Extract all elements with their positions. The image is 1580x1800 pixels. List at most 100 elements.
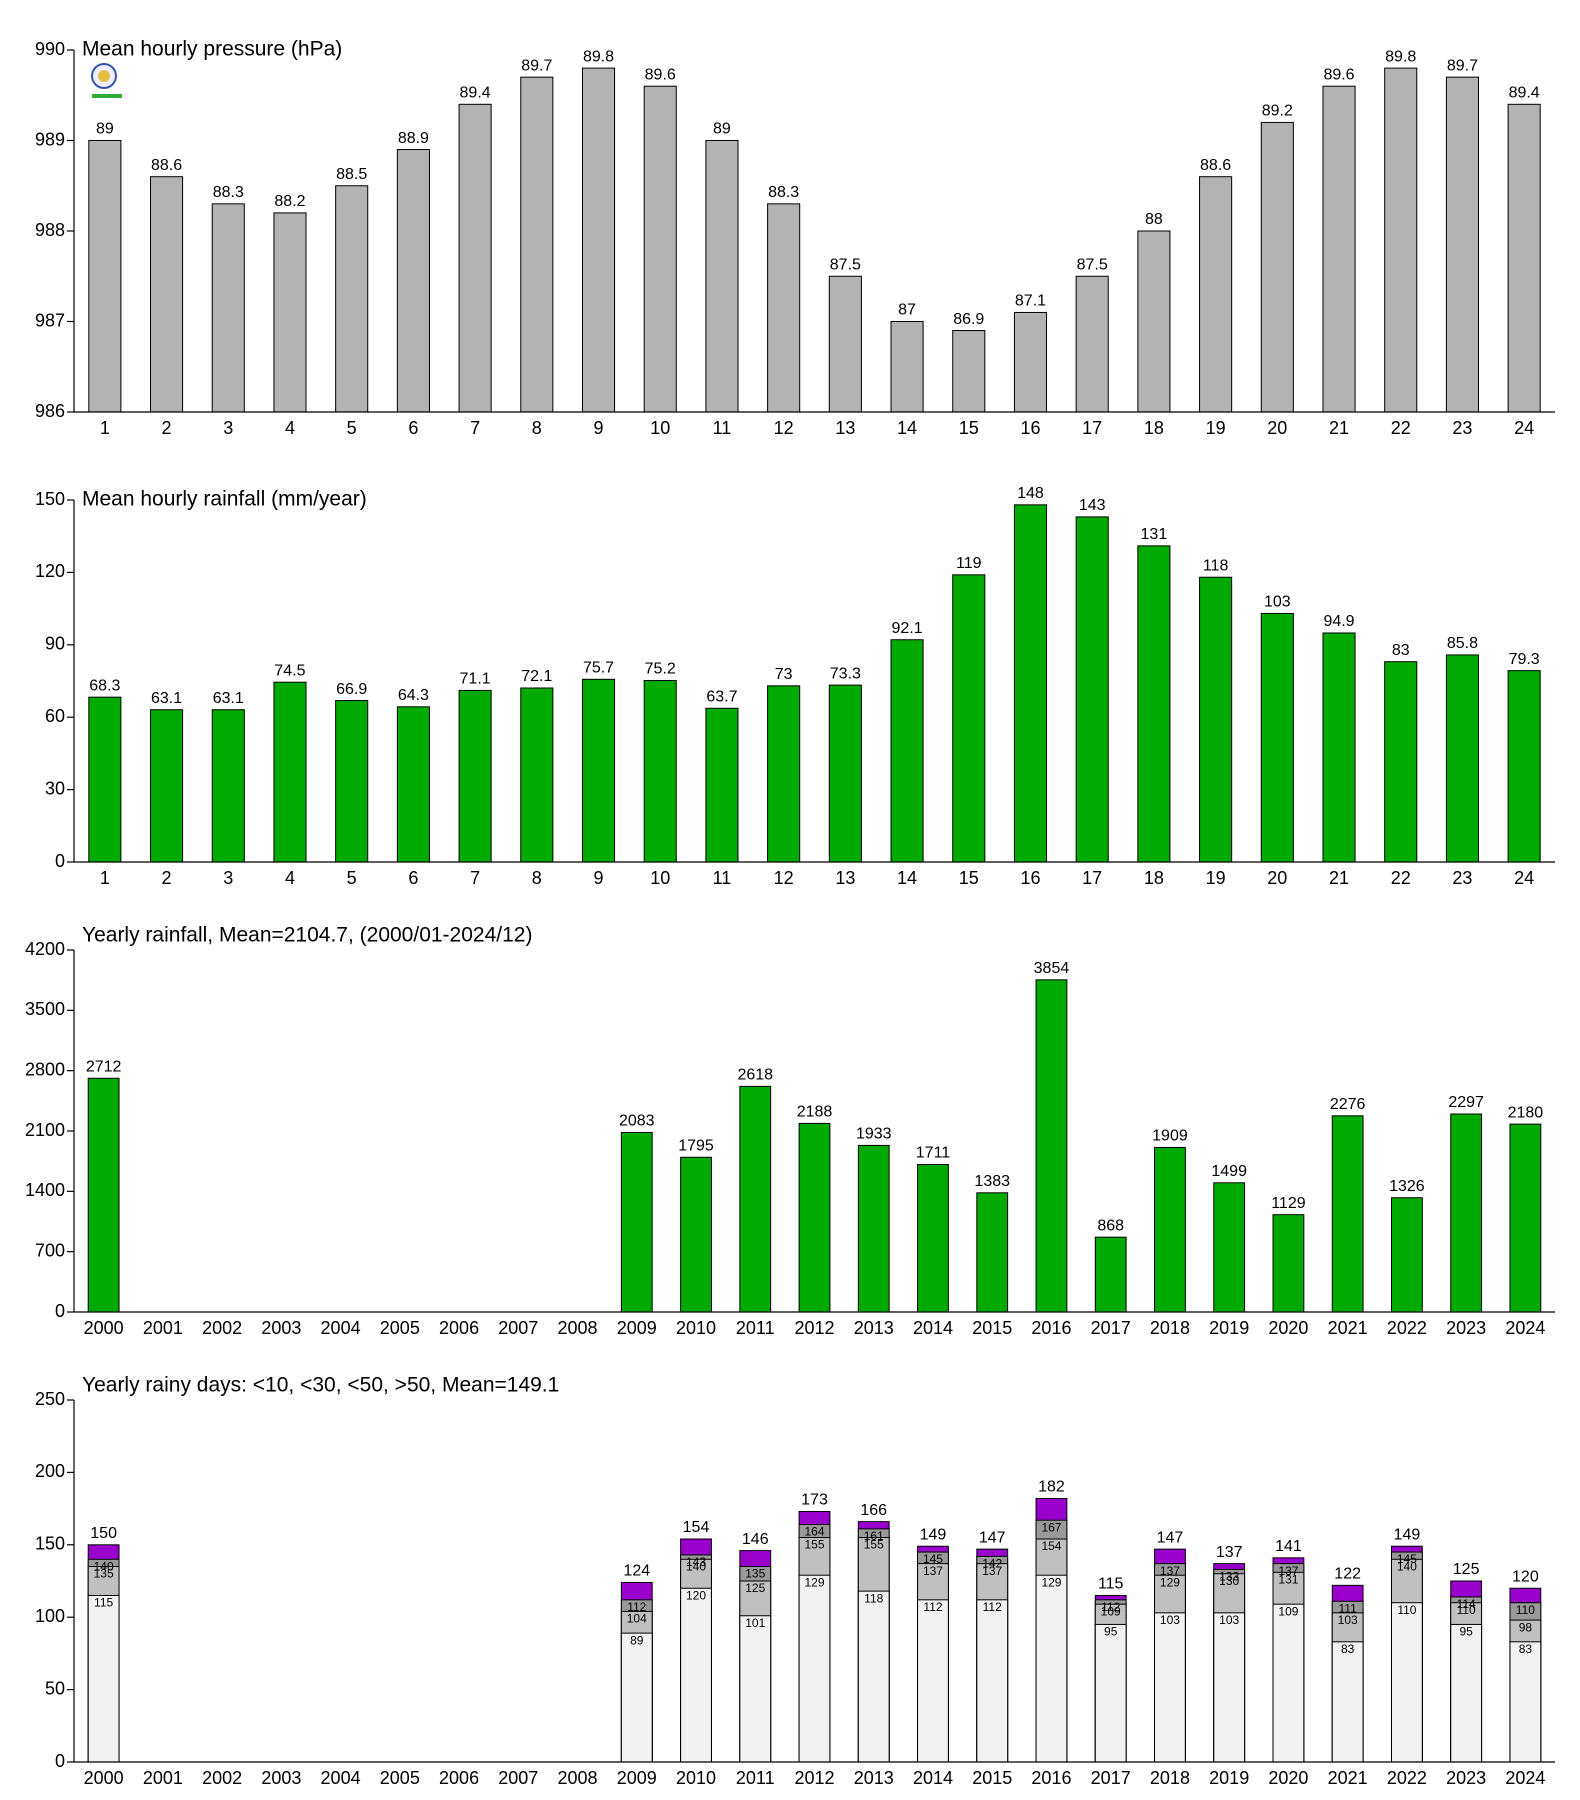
bar bbox=[1035, 979, 1068, 1313]
logo-bar bbox=[92, 94, 122, 98]
bar bbox=[1450, 1623, 1483, 1763]
segment-label: 125 bbox=[745, 1581, 765, 1595]
x-tick-label: 5 bbox=[347, 868, 357, 888]
value-label: 2712 bbox=[86, 1058, 122, 1075]
x-tick-label: 16 bbox=[1020, 418, 1040, 438]
value-label: 68.3 bbox=[89, 677, 120, 694]
value-label: 88 bbox=[1145, 211, 1163, 228]
value-label: 148 bbox=[1017, 485, 1044, 502]
value-label: 87.5 bbox=[1077, 256, 1108, 273]
y-tick-label: 30 bbox=[45, 778, 65, 798]
segment-label: 143 bbox=[686, 1555, 706, 1569]
bar bbox=[581, 678, 616, 863]
chart-title: Yearly rainy days: <10, <30, <50, >50, M… bbox=[82, 1374, 559, 1397]
chart: Yearly rainfall, Mean=2104.7, (2000/01-2… bbox=[25, 924, 1555, 1338]
bar bbox=[150, 176, 184, 413]
bar bbox=[581, 67, 616, 413]
bar bbox=[458, 103, 492, 413]
bar bbox=[1445, 76, 1479, 413]
x-tick-label: 23 bbox=[1452, 418, 1472, 438]
x-tick-label: 1 bbox=[100, 868, 110, 888]
segment-label: 129 bbox=[1160, 1575, 1180, 1589]
x-tick-label: 2012 bbox=[794, 1768, 834, 1788]
segment-label: 112 bbox=[627, 1600, 646, 1614]
bar bbox=[890, 321, 924, 413]
bar bbox=[396, 706, 430, 863]
x-tick-label: 2001 bbox=[143, 1318, 183, 1338]
x-tick-label: 9 bbox=[594, 868, 604, 888]
bar bbox=[976, 1599, 1009, 1763]
bar bbox=[1154, 1612, 1186, 1763]
bar bbox=[1213, 1612, 1246, 1763]
value-label: 88.3 bbox=[768, 184, 799, 201]
value-label: 73.3 bbox=[830, 665, 861, 682]
x-tick-label: 3 bbox=[223, 418, 233, 438]
bar bbox=[150, 709, 184, 863]
bar bbox=[857, 1590, 890, 1763]
value-label: 2276 bbox=[1330, 1096, 1366, 1113]
value-label: 125 bbox=[1453, 1561, 1480, 1578]
x-tick-label: 22 bbox=[1391, 418, 1411, 438]
x-tick-label: 24 bbox=[1514, 868, 1534, 888]
value-label: 75.2 bbox=[645, 661, 676, 678]
bar bbox=[857, 1144, 890, 1313]
chart: Mean hourly pressure (hPa)98698798898999… bbox=[35, 38, 1555, 438]
value-label: 122 bbox=[1334, 1566, 1361, 1583]
logo-emblem-core bbox=[98, 70, 110, 82]
x-tick-label: 6 bbox=[408, 418, 418, 438]
value-label: 147 bbox=[979, 1529, 1006, 1546]
segment-label: 164 bbox=[804, 1525, 824, 1539]
x-tick-label: 2023 bbox=[1446, 1768, 1486, 1788]
value-label: 66.9 bbox=[336, 681, 367, 698]
bar bbox=[1013, 311, 1048, 413]
y-tick-label: 989 bbox=[35, 129, 65, 149]
x-tick-label: 2022 bbox=[1387, 1768, 1427, 1788]
y-tick-label: 0 bbox=[55, 1301, 65, 1321]
x-tick-label: 2023 bbox=[1446, 1318, 1486, 1338]
bar bbox=[1035, 1574, 1068, 1763]
y-tick-label: 50 bbox=[45, 1678, 65, 1698]
x-tick-label: 2019 bbox=[1209, 1318, 1249, 1338]
value-label: 89.6 bbox=[645, 66, 676, 83]
segment-label: 112 bbox=[923, 1600, 942, 1614]
y-tick-label: 986 bbox=[35, 401, 65, 421]
segment-label: 140 bbox=[686, 1559, 706, 1573]
x-tick-label: 2000 bbox=[84, 1318, 124, 1338]
value-label: 166 bbox=[860, 1502, 887, 1519]
value-label: 1909 bbox=[1152, 1128, 1188, 1145]
x-tick-label: 2005 bbox=[380, 1768, 420, 1788]
bar bbox=[1390, 1197, 1423, 1313]
x-tick-label: 15 bbox=[959, 868, 979, 888]
value-label: 137 bbox=[1216, 1544, 1243, 1561]
y-tick-label: 90 bbox=[45, 634, 65, 654]
segment-label: 137 bbox=[1278, 1564, 1298, 1578]
y-tick-label: 3500 bbox=[25, 999, 65, 1019]
value-label: 88.9 bbox=[398, 130, 429, 147]
x-tick-label: 2016 bbox=[1031, 1318, 1071, 1338]
y-tick-label: 100 bbox=[35, 1606, 65, 1626]
x-tick-label: 17 bbox=[1082, 418, 1102, 438]
segment-label: 131 bbox=[1278, 1572, 1298, 1586]
value-label: 87 bbox=[898, 302, 916, 319]
x-tick-label: 2014 bbox=[913, 1768, 953, 1788]
x-tick-label: 2017 bbox=[1091, 1318, 1131, 1338]
bar bbox=[620, 1632, 653, 1763]
x-tick-label: 2010 bbox=[676, 1318, 716, 1338]
segment-label: 111 bbox=[1339, 1601, 1358, 1615]
segment-label: 115 bbox=[94, 1596, 113, 1610]
value-label: 72.1 bbox=[521, 668, 552, 685]
value-label: 146 bbox=[742, 1531, 769, 1548]
value-label: 149 bbox=[1394, 1526, 1421, 1543]
x-tick-label: 2007 bbox=[498, 1318, 538, 1338]
value-label: 88.6 bbox=[151, 157, 182, 174]
x-tick-label: 2008 bbox=[558, 1768, 598, 1788]
x-tick-label: 2018 bbox=[1150, 1768, 1190, 1788]
x-tick-label: 13 bbox=[835, 868, 855, 888]
x-tick-label: 24 bbox=[1514, 418, 1534, 438]
x-tick-label: 2006 bbox=[439, 1768, 479, 1788]
segment-label: 155 bbox=[864, 1538, 884, 1552]
value-label: 75.7 bbox=[583, 660, 614, 677]
bar bbox=[335, 185, 369, 413]
chart-title: Yearly rainfall, Mean=2104.7, (2000/01-2… bbox=[82, 924, 532, 947]
